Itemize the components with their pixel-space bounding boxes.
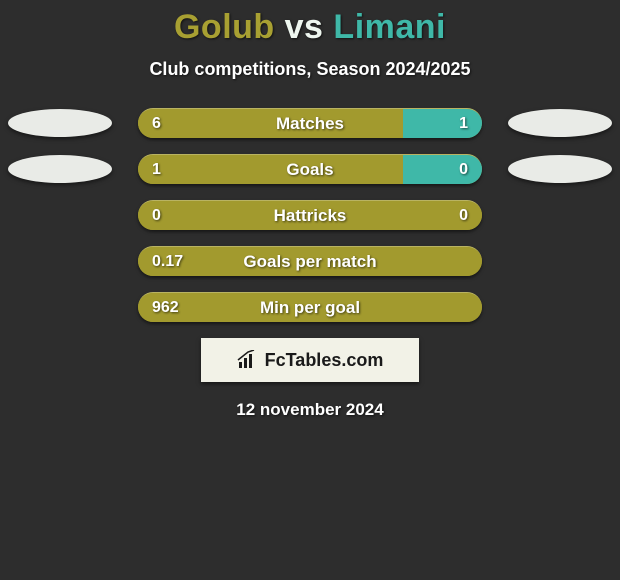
stat-bar-left-segment [138,293,482,322]
stat-bar: 962Min per goal [138,292,482,322]
stat-bar: 00Hattricks [138,200,482,230]
stat-bar: 61Matches [138,108,482,138]
date-text: 12 november 2024 [0,400,620,420]
stat-bar-right-segment [403,155,482,184]
bar-chart-icon [237,350,259,370]
stat-bar-left-segment [138,201,482,230]
stat-left-value: 0 [152,201,161,230]
player2-badge [508,155,612,183]
stat-row: 00Hattricks [0,200,620,230]
title-player2: Limani [333,8,446,46]
stat-row: 61Matches [0,108,620,138]
subtitle: Club competitions, Season 2024/2025 [0,59,620,80]
player2-badge [508,109,612,137]
title-player1: Golub [174,8,275,46]
brand-box[interactable]: FcTables.com [201,338,419,382]
player1-badge [8,109,112,137]
player1-badge [8,155,112,183]
stat-left-value: 0.17 [152,247,183,276]
stat-right-value: 0 [459,155,468,184]
stat-left-value: 1 [152,155,161,184]
stat-left-value: 962 [152,293,179,322]
stat-left-value: 6 [152,109,161,138]
stat-bar-left-segment [138,155,403,184]
stat-bar: 10Goals [138,154,482,184]
stat-row: 962Min per goal [0,292,620,322]
stat-row: 10Goals [0,154,620,184]
stat-bar: 0.17Goals per match [138,246,482,276]
brand-text: FcTables.com [265,350,384,371]
title-vs: vs [285,8,324,46]
stat-rows: 61Matches10Goals00Hattricks0.17Goals per… [0,108,620,322]
stat-bar-left-segment [138,109,403,138]
stat-bar-left-segment [138,247,482,276]
stat-right-value: 0 [459,201,468,230]
page-title: Golub vs Limani [0,8,620,47]
stat-bar-right-segment [403,109,482,138]
stat-right-value: 1 [459,109,468,138]
stat-row: 0.17Goals per match [0,246,620,276]
content-container: Golub vs Limani Club competitions, Seaso… [0,0,620,580]
